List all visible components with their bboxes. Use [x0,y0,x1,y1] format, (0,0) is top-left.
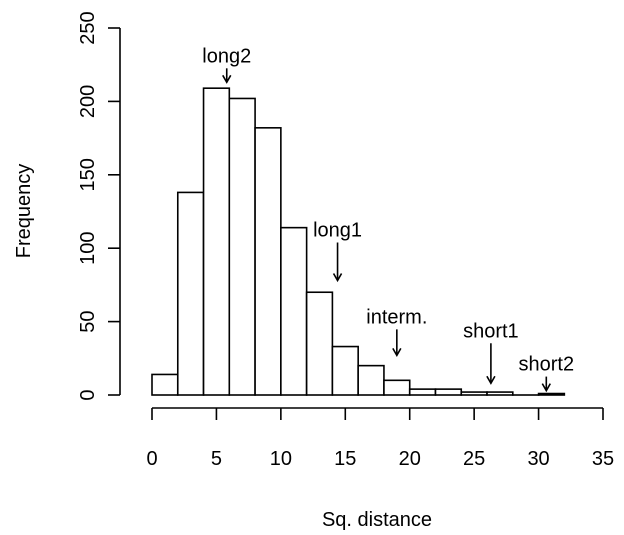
annotation-arrowhead [392,347,402,357]
histogram-bars [151,87,566,396]
annotation-arrowhead [486,375,496,385]
histogram-bar [537,392,566,396]
y-axis-title: Frequency [13,164,35,259]
annotation-label: long1 [313,219,362,241]
annotation-arrowhead [541,383,551,393]
histogram-bar [228,97,256,396]
x-tick-label: 30 [527,448,549,470]
y-tick-label: 0 [77,389,99,400]
histogram-bar [151,373,179,396]
histogram-bar [305,291,334,396]
x-tick-label: 25 [463,448,485,470]
x-tick-label: 20 [399,448,421,470]
annotation-arrowhead [222,74,232,84]
x-tick-label: 10 [270,448,292,470]
histogram-bar [460,391,488,396]
annotation-arrowhead [332,273,343,283]
x-tick-label: 5 [211,448,222,470]
histogram-bar [383,379,411,396]
x-axis-title: Sq. distance [322,509,432,531]
annotation-label: short1 [463,320,519,342]
y-tick-label: 200 [77,85,99,118]
histogram-bar [280,226,308,396]
y-tick-label: 100 [77,232,99,265]
x-tick-label: 35 [592,448,614,470]
x-axis: 0 5 10 15 20 25 30 35 [146,407,614,470]
histogram-bar [254,127,282,396]
y-tick-label: 250 [77,11,99,44]
histogram-bar [202,87,231,396]
y-tick-label: 150 [77,158,99,191]
x-tick-label: 15 [334,448,356,470]
histogram-bar [357,364,385,396]
histogram-bar [408,388,437,396]
annotation-label: long2 [202,45,251,67]
y-axis: 0 50 100 150 200 250 [77,11,121,401]
annotation-label: short2 [519,354,575,376]
histogram-bar [486,391,514,396]
annotation-label: interm. [366,306,427,328]
histogram-bar [176,191,205,396]
histogram-bar [331,345,359,396]
histogram-bar [434,388,463,396]
y-tick-label: 50 [77,310,99,332]
x-tick-label: 0 [146,448,157,470]
